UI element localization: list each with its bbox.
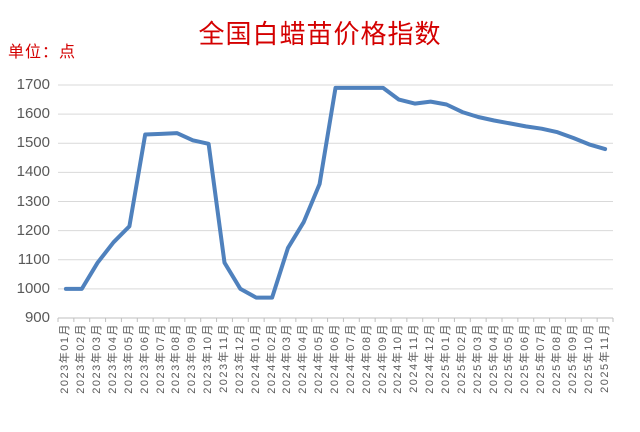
y-tick-label: 1400 <box>16 163 50 181</box>
x-tick-label: 2023年02月 <box>75 323 88 394</box>
x-tick-label: 2025年11月 <box>598 323 611 393</box>
x-tick-label: 2024年02月 <box>265 323 278 394</box>
x-tick-label: 2023年08月 <box>170 323 183 394</box>
x-tick-label: 2023年09月 <box>186 323 199 394</box>
y-tick-label: 1700 <box>16 76 50 93</box>
y-tick-label: 900 <box>24 309 50 326</box>
x-tick-label: 2024年11月 <box>408 323 421 393</box>
x-tick-label: 2025年10月 <box>582 323 595 394</box>
x-tick-label: 2024年06月 <box>329 323 341 394</box>
x-tick-label: 2023年06月 <box>138 323 151 394</box>
x-tick-label: 2024年08月 <box>360 323 373 394</box>
x-tick-label: 2024年01月 <box>249 323 262 394</box>
y-tick-label: 1100 <box>17 250 50 268</box>
x-tick-label: 2023年12月 <box>233 323 246 394</box>
x-tick-label: 2023年11月 <box>218 323 230 393</box>
x-tick-label: 2023年07月 <box>154 323 167 394</box>
x-tick-label: 2025年06月 <box>519 323 532 394</box>
x-tick-label: 2023年03月 <box>91 323 104 394</box>
x-tick-label: 2024年04月 <box>297 323 310 394</box>
x-tick-label: 2025年01月 <box>440 323 452 394</box>
x-tick-label: 2024年12月 <box>424 323 437 394</box>
x-tick-label: 2025年08月 <box>551 323 563 394</box>
chart-title: 全国白蜡苗价格指数 <box>198 19 442 49</box>
y-tick-label: 1200 <box>16 221 50 239</box>
x-tick-label: 2025年09月 <box>566 323 579 394</box>
x-tick-label: 2024年10月 <box>392 323 405 394</box>
x-tick-label: 2023年04月 <box>107 323 119 394</box>
y-tick-label: 1300 <box>16 192 50 210</box>
unit-label: 单位：点 <box>8 44 77 61</box>
x-tick-label: 2025年05月 <box>503 323 516 394</box>
y-tick-label: 1000 <box>16 279 50 297</box>
x-tick-label: 2024年03月 <box>281 323 294 394</box>
y-tick-label: 1600 <box>16 105 50 123</box>
x-tick-label: 2024年07月 <box>344 323 357 394</box>
y-tick-label: 1500 <box>16 134 50 152</box>
x-tick-label: 2025年03月 <box>471 323 484 394</box>
price-index-line <box>63 85 608 300</box>
x-tick-label: 2023年01月 <box>59 323 72 394</box>
x-tick-label: 2024年05月 <box>313 323 326 394</box>
x-tick-label: 2023年05月 <box>122 323 135 394</box>
x-tick-label: 2024年09月 <box>376 323 389 394</box>
x-tick-label: 2023年10月 <box>202 323 215 394</box>
x-tick-label: 2025年02月 <box>455 323 468 394</box>
x-tick-label: 2025年04月 <box>487 323 500 394</box>
x-tick-label: 2025年07月 <box>535 323 548 394</box>
